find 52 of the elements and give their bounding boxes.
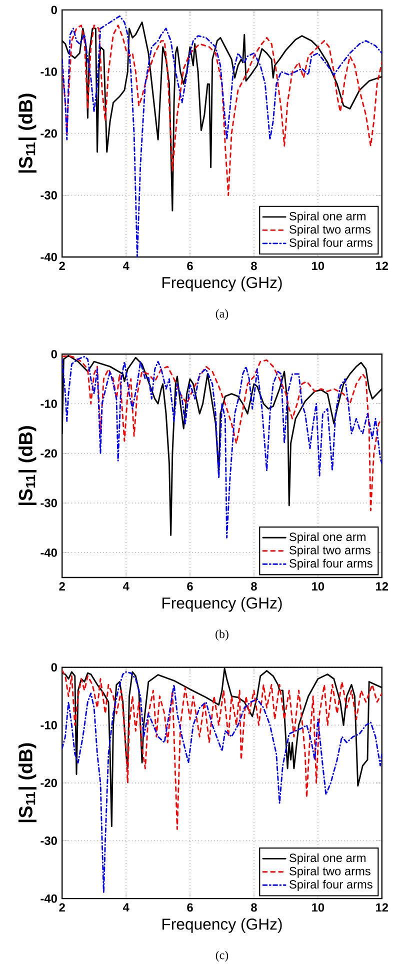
x-tick-label: 12 bbox=[376, 903, 388, 912]
y-tick-label: 0 bbox=[51, 350, 57, 358]
y-tick-label: -40 bbox=[40, 548, 57, 557]
text: (c) bbox=[216, 950, 228, 962]
y-tick-label: -10 bbox=[40, 400, 57, 408]
y-tick-label: -10 bbox=[40, 67, 57, 76]
y-tick-label: -20 bbox=[40, 449, 57, 458]
x-tick-label: 4 bbox=[122, 582, 130, 590]
y-tick-label: -30 bbox=[40, 191, 57, 200]
legend-label: Spiral one arm bbox=[289, 853, 366, 864]
text: (a) bbox=[216, 309, 228, 320]
y-axis-title: |S$_{11}$| (dB) bbox=[18, 94, 36, 173]
x-tick-label: 2 bbox=[59, 903, 65, 912]
y-tick-label: -20 bbox=[40, 129, 57, 138]
y-tick-label: -20 bbox=[40, 778, 57, 788]
x-tick-label: 4 bbox=[122, 903, 130, 912]
y-axis-title: |S$_{11}$| (dB) bbox=[18, 426, 36, 506]
y-tick-label: -10 bbox=[40, 720, 57, 730]
x-tick-label: 12 bbox=[376, 262, 388, 270]
legend-label: Spiral four arms bbox=[289, 238, 372, 250]
x-tick-label: 2 bbox=[59, 262, 65, 270]
legend-label: Spiral two arms bbox=[289, 866, 370, 878]
text: (b) bbox=[215, 630, 228, 640]
legend-label: Spiral two arms bbox=[289, 546, 370, 557]
y-tick-label: -30 bbox=[40, 836, 57, 845]
x-tick-label: 4 bbox=[122, 262, 130, 270]
x-tick-label: 2 bbox=[59, 582, 65, 590]
x-tick-label: 10 bbox=[312, 262, 324, 270]
x-tick-label: 10 bbox=[312, 582, 324, 591]
x-tick-label: 8 bbox=[250, 262, 257, 270]
legend-label: Spiral two arms bbox=[289, 224, 370, 236]
x-tick-label: 12 bbox=[376, 582, 388, 590]
legend-label: Spiral four arms bbox=[289, 880, 372, 891]
x-tick-label: 8 bbox=[250, 582, 257, 591]
legend-label: Spiral one arm bbox=[289, 532, 366, 544]
legend-label: Spiral four arms bbox=[289, 558, 372, 570]
y-axis-title: |S$_{11}$| (dB) bbox=[18, 743, 36, 822]
x-tick-label: 6 bbox=[186, 582, 193, 591]
x-axis-title: Frequency (GHz) bbox=[162, 276, 282, 292]
y-tick-label: 0 bbox=[51, 663, 57, 672]
x-axis-title: Frequency (GHz) bbox=[162, 597, 282, 612]
y-tick-label: -40 bbox=[40, 252, 57, 262]
x-tick-label: 6 bbox=[186, 903, 193, 912]
x-tick-label: 6 bbox=[186, 262, 193, 270]
legend-label: Spiral one arm bbox=[289, 212, 366, 223]
line-series bbox=[62, 671, 382, 894]
y-tick-label: -30 bbox=[40, 498, 57, 508]
y-tick-label: -40 bbox=[40, 894, 57, 903]
y-tick-label: 0 bbox=[51, 6, 57, 14]
x-axis-title: Frequency (GHz) bbox=[162, 918, 282, 933]
x-tick-label: 8 bbox=[250, 903, 257, 912]
x-tick-label: 10 bbox=[312, 903, 324, 912]
